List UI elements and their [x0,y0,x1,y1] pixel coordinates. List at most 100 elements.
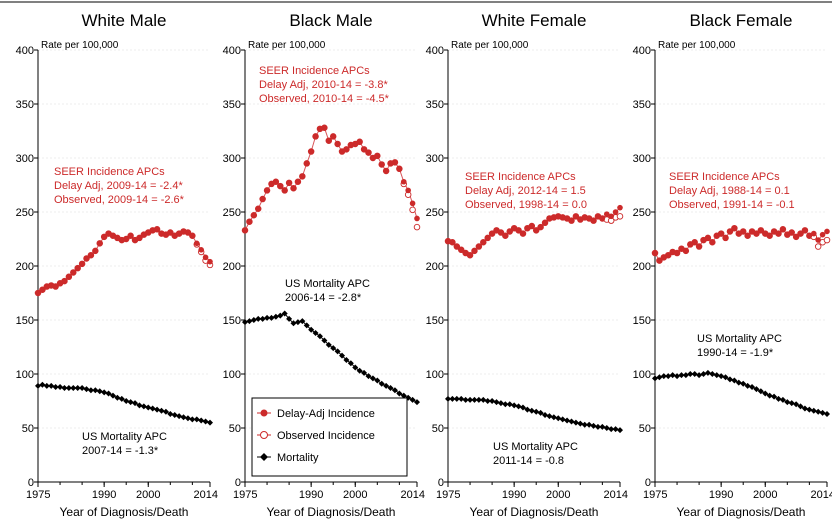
y-tick-label: 400 [16,45,34,57]
delay-adj-incidence-point [105,230,112,237]
delay-adj-incidence-point [696,243,702,250]
delay-adj-incidence-point [489,230,495,237]
mortality-point [669,372,676,379]
mortality-point [480,396,487,403]
mortality-point [316,333,323,340]
mortality-point [43,382,50,389]
mortality-point [497,400,504,407]
mortality-point [678,372,685,379]
mortality-point [92,387,99,394]
mortality-point [118,395,125,402]
delay-adj-incidence-point [744,232,751,239]
mortality-point [599,423,606,430]
mortality-point [83,386,90,393]
legend-label: Mortality [277,452,319,464]
mortality-point [414,399,420,406]
delay-adj-incidence-point [568,217,575,224]
mortality-point [788,400,795,407]
delay-adj-incidence-point [727,228,733,235]
mortality-point [180,414,187,421]
delay-adj-incidence-point [44,283,50,290]
delay-adj-incidence-point [511,225,517,231]
delay-adj-incidence-point [749,228,755,235]
mortality-point [242,319,248,326]
mortality-point [819,409,826,416]
mortality-point [445,395,451,402]
y-tick-label: 400 [223,45,241,57]
delay-adj-incidence-point [793,234,799,240]
mortality-point [149,405,156,412]
mortality-point [61,385,68,392]
y-tick-label: 250 [223,207,241,219]
delay-adj-incidence-point [409,200,416,207]
mortality-point [519,404,526,411]
delay-adj-incidence-point [445,238,451,244]
delay-adj-incidence-point [577,216,584,223]
delay-adj-incidence-point [127,232,134,239]
observed-incidence-point [814,243,822,250]
mortality-point [453,395,460,402]
delay-adj-incidence-point [110,232,116,239]
delay-adj-incidence-point [317,126,323,132]
mortality-point [484,398,491,404]
delay-adj-incidence-point [374,153,381,159]
incidence-apc-annotation: Delay Adj, 2012-14 = 1.5 [465,185,586,197]
y-tick-label: 150 [426,315,444,327]
y-tick-label: 0 [235,477,241,489]
delay-adj-incidence-point [343,146,350,153]
delay-adj-incidence-point [753,230,760,237]
mortality-point [757,388,764,395]
mortality-point [387,385,394,392]
mortality-point [771,393,778,400]
mortality-point [542,412,549,419]
delay-adj-incidence-point [83,255,90,262]
mortality-point [475,396,482,403]
delay-adj-incidence-point [154,226,160,233]
x-tick-label: 1990 [299,489,323,501]
mortality-point [793,401,800,408]
delay-adj-incidence-point [705,235,711,241]
delay-adj-incidence-point [740,228,747,235]
delay-adj-incidence-point [132,237,138,243]
mortality-point [696,372,703,379]
y-tick-label: 400 [426,45,444,57]
panel-black-female: Black Female 0 50 100 150 200 250 300 350 400 1975… [633,11,832,519]
mortality-point [162,408,169,415]
delay-adj-incidence-point [273,178,279,185]
mortality-point [528,407,535,414]
mortality-point [731,377,738,384]
y-tick-label: 200 [223,261,241,273]
delay-adj-incidence-point [189,232,196,239]
mortality-point [766,392,773,399]
delay-adj-incidence-point [400,178,407,185]
delay-adj-incidence-point [506,228,513,235]
x-tick-label: 2014 [811,489,832,501]
delay-adj-incidence-point [462,250,469,256]
mortality-point [39,381,46,388]
mortality-point [564,417,571,424]
delay-adj-incidence-point [79,261,85,267]
mortality-point [608,426,615,433]
panel-title: Black Male [289,11,372,30]
panel-title: White Male [81,11,166,30]
delay-adj-incidence-point [669,249,676,255]
x-tick-label: 2000 [753,489,777,501]
x-axis-label: Year of Diagnosis/Death [470,505,599,519]
delay-adj-incidence-point [163,231,169,238]
mortality-point [612,426,619,433]
mortality-point [801,405,808,412]
y-tick-label: 350 [426,99,444,111]
delay-adj-incidence-point [797,230,804,237]
observed-incidence-point [823,236,831,244]
delay-adj-incidence-point [361,146,367,153]
delay-adj-incidence-point [709,239,716,246]
mortality-point [154,406,161,413]
delay-adj-incidence-point [246,218,253,225]
mortality-point [114,394,121,401]
mortality-apc-annotation: 2006-14 = -2.8* [285,292,362,304]
delay-adj-incidence-point [136,235,143,241]
mortality-point [352,364,359,371]
mortality-point [123,398,130,404]
incidence-fit-line [244,127,418,231]
